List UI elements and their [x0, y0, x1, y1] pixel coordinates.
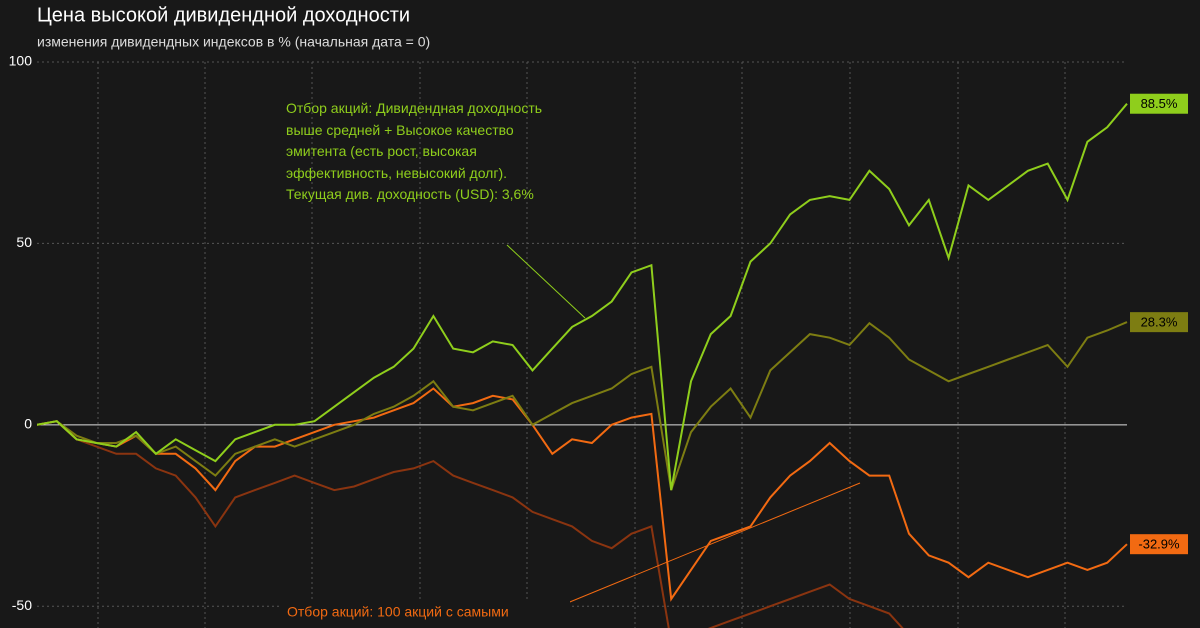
y-tick-label: 100 [9, 53, 33, 69]
end-label-bg [1130, 534, 1188, 555]
y-tick-label: 0 [24, 416, 32, 432]
series-line [37, 103, 1128, 491]
end-label: 28.3% [1141, 315, 1178, 330]
annotation: Отбор акций: Дивидендная доходность выше… [286, 100, 543, 202]
series-line [37, 387, 1128, 602]
end-label: -32.9% [1138, 537, 1180, 552]
chart-title: Цена высокой дивидендной доходности [37, 4, 410, 26]
annotation-leader [559, 482, 861, 607]
annotation-bg [280, 600, 570, 628]
y-tick-label: -50 [12, 597, 32, 613]
end-label-bg [1130, 93, 1188, 114]
annotation: Отбор акций: 100 акций с самыми [287, 604, 509, 620]
end-label: 88.5% [1141, 96, 1178, 111]
y-tick-label: 50 [16, 234, 32, 250]
annotation-box: Отбор акций: Дивидендная доходность выше… [286, 100, 543, 202]
x-grid [97, 62, 1066, 628]
chart-subtitle: изменения дивидендных индексов в % (нача… [37, 34, 430, 50]
series-line [37, 420, 904, 628]
end-label-bg [1130, 312, 1188, 333]
annotation-leader [506, 244, 586, 319]
series-line [37, 321, 1128, 491]
